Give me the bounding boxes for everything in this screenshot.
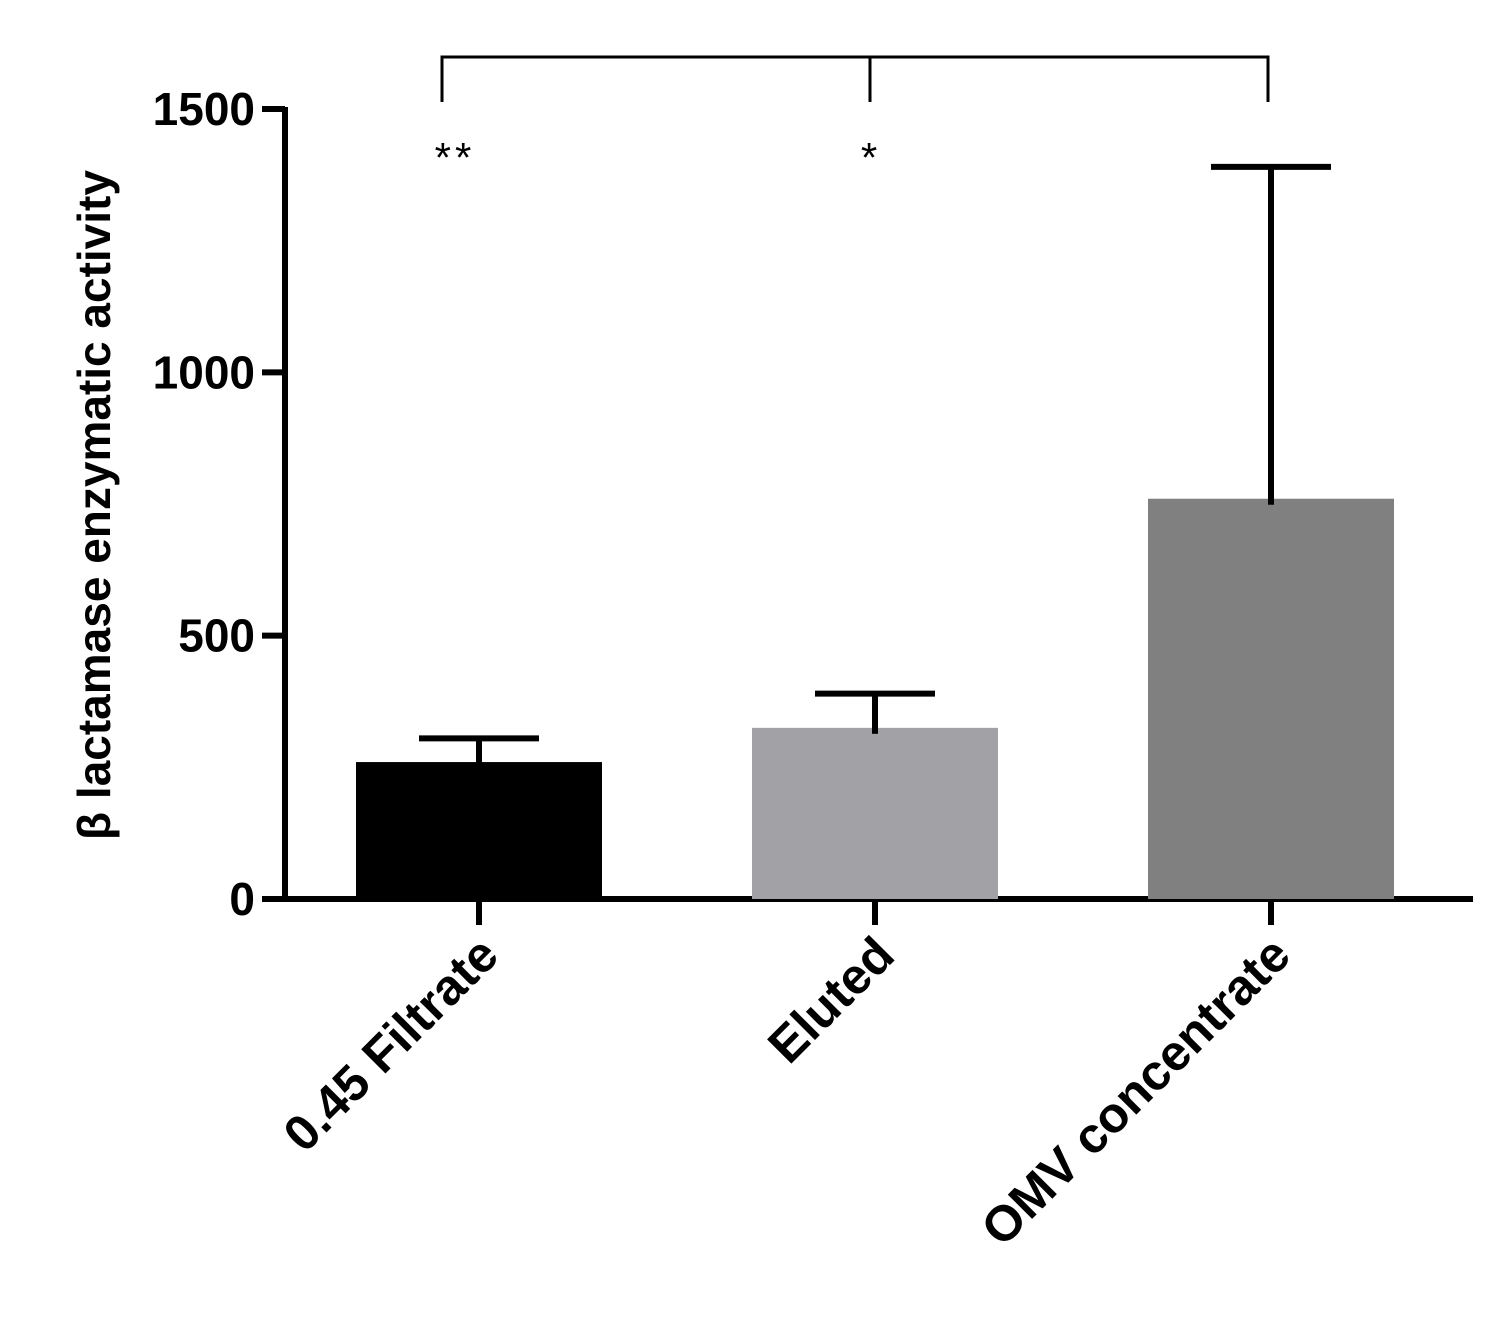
y-axis-label: β lactamase enzymatic activity (68, 170, 120, 840)
significance-label-0: ** (435, 134, 476, 181)
bar-0 (356, 762, 602, 899)
category-label-1: Eluted (757, 926, 905, 1074)
bar-2 (1148, 498, 1394, 899)
bar-1 (752, 727, 998, 899)
y-tick-label-1: 500 (178, 610, 255, 662)
category-label-2: OMV concentrate (970, 926, 1300, 1256)
y-tick-label-3: 1500 (153, 83, 255, 135)
y-tick-label-0: 0 (229, 873, 255, 925)
significance-label-1: * (861, 134, 881, 181)
category-label-0: 0.45 Filtrate (273, 926, 509, 1162)
y-tick-label-2: 1000 (153, 346, 255, 398)
